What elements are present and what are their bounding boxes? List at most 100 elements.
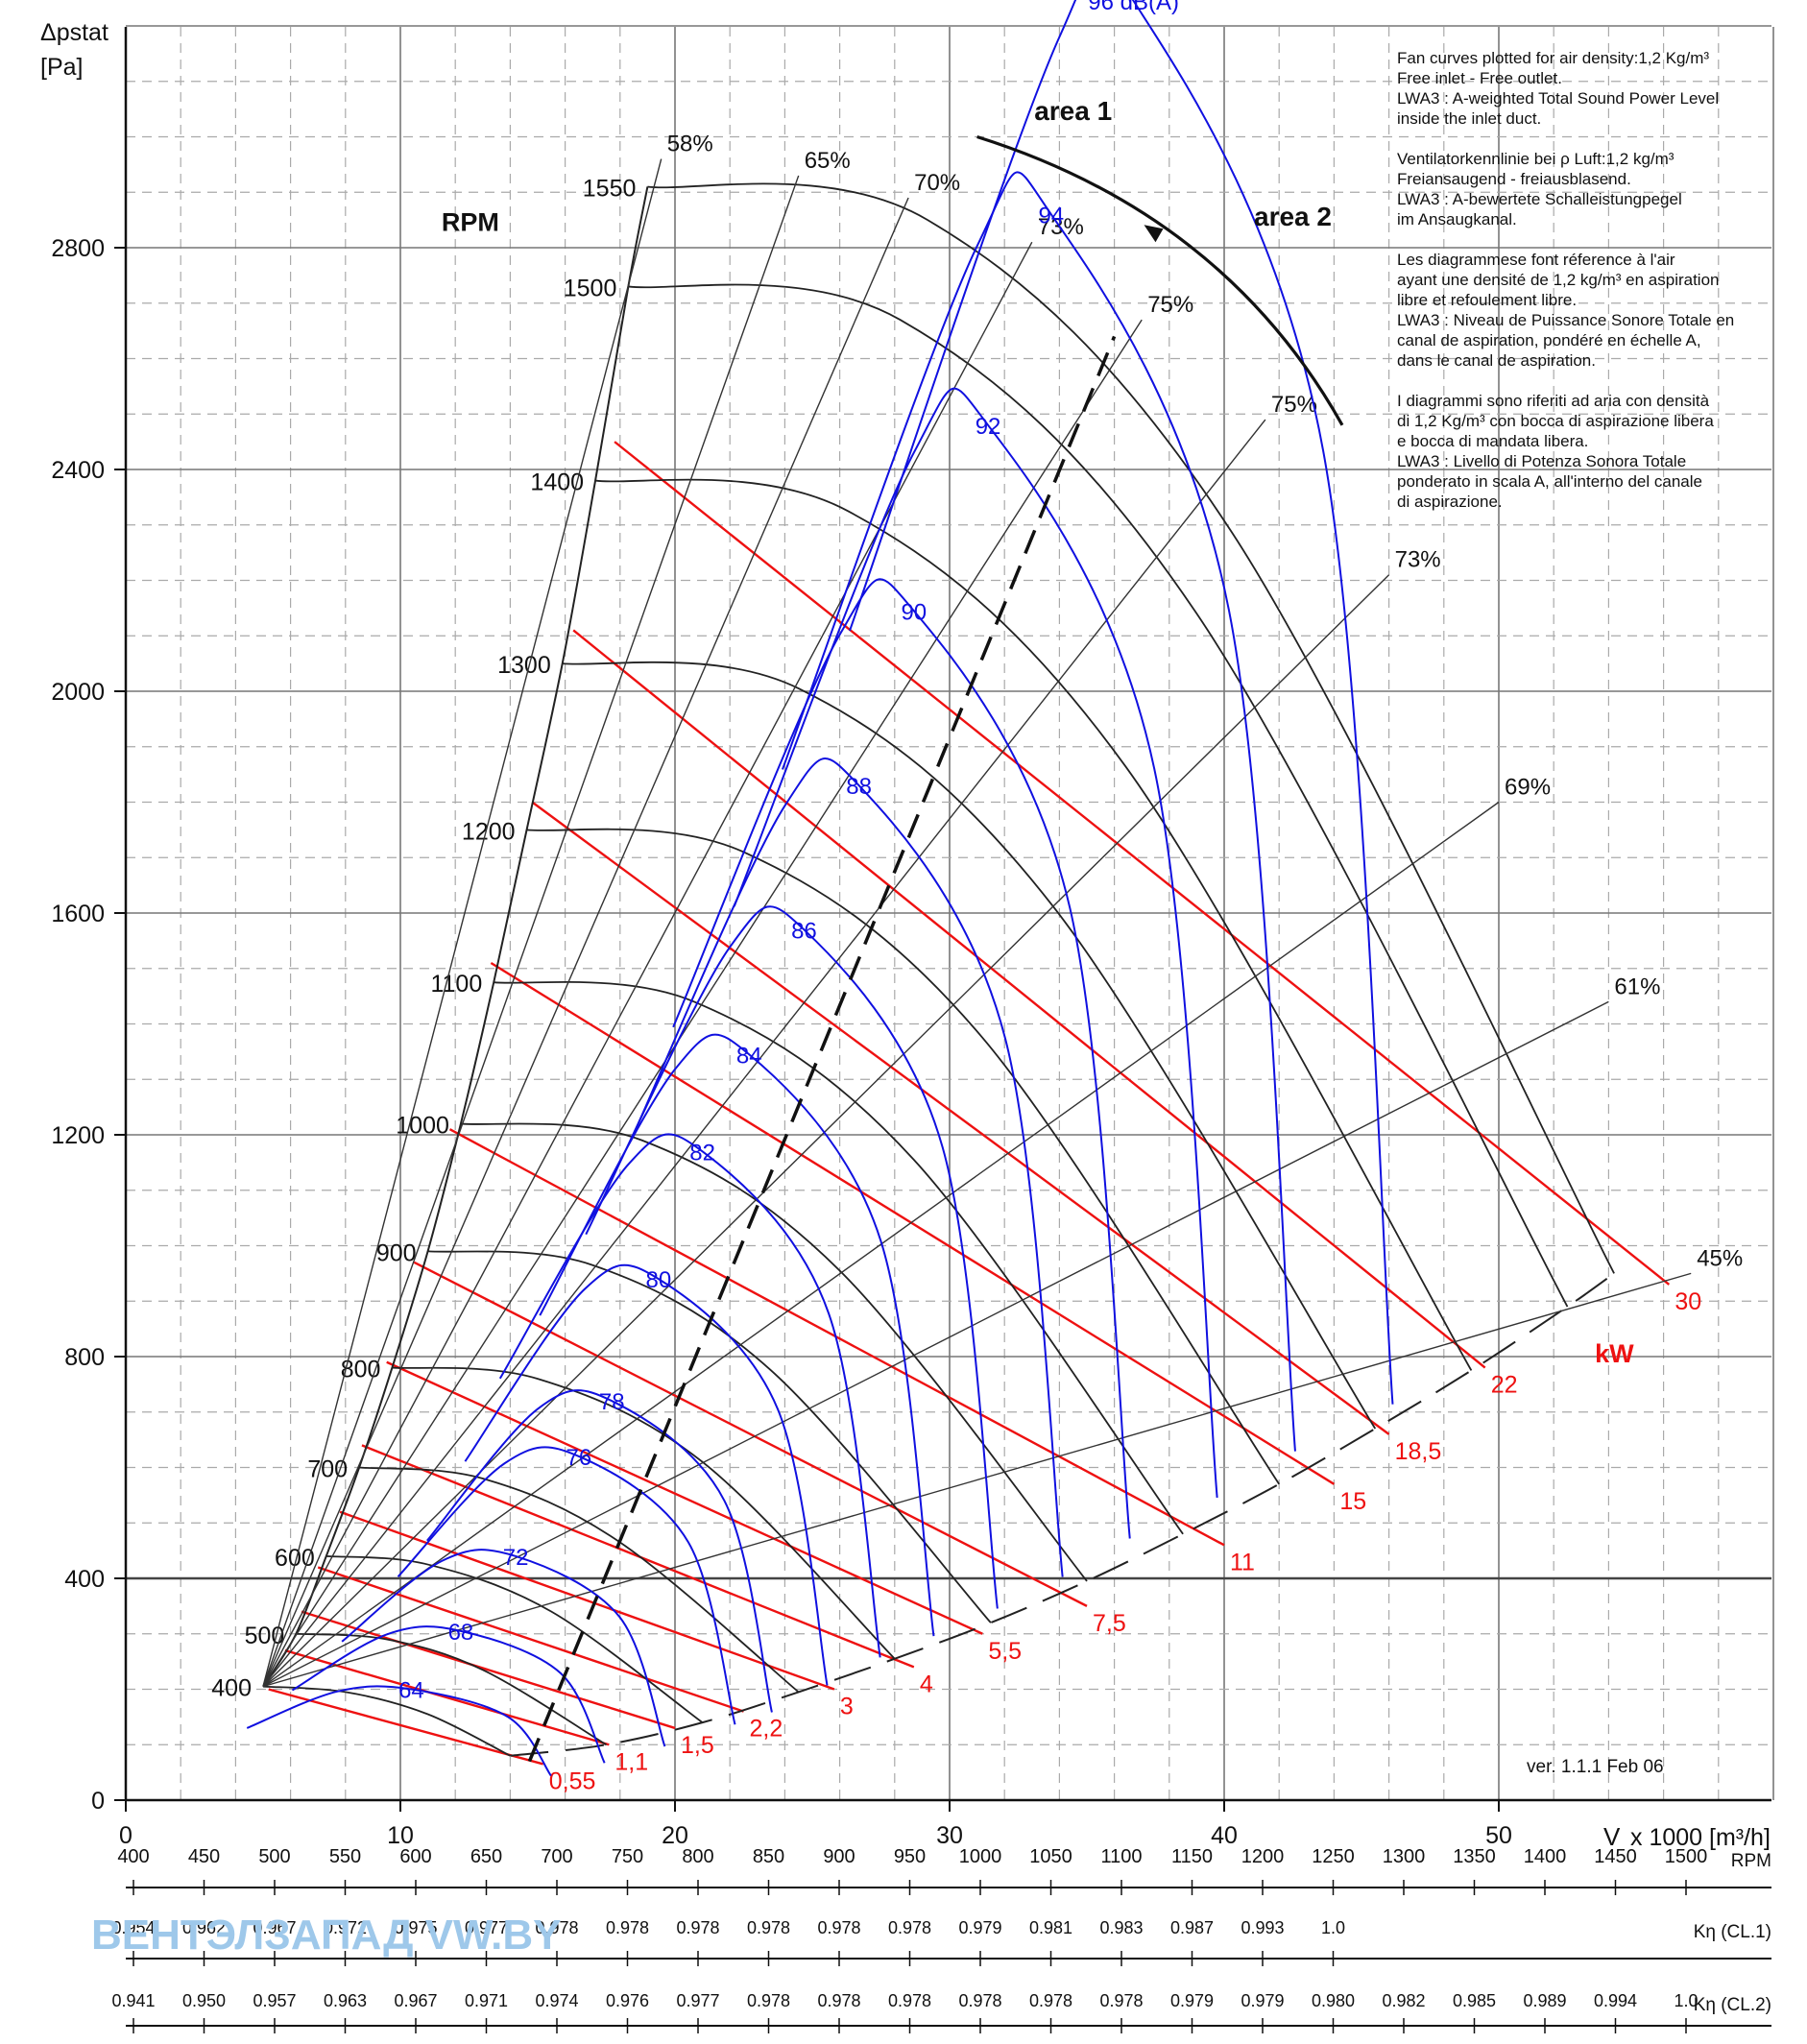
rpm-curve-label: 400 — [211, 1675, 252, 1702]
sound-curve — [849, 0, 1394, 1405]
rpm-scale-value: 600 — [399, 1846, 431, 1867]
k-cl2-scale-value: 0.982 — [1382, 1991, 1425, 2010]
sound-curve — [585, 905, 999, 1609]
k-cl1-scale-value: 0.977 — [465, 1918, 508, 1937]
power-line-label: 3 — [840, 1694, 854, 1720]
k-cl1-scale-value: 0.978 — [817, 1918, 860, 1937]
power-lines — [268, 441, 1671, 1766]
power-line-label: 18,5 — [1395, 1438, 1442, 1465]
rpm-curve — [325, 1555, 704, 1723]
power-line-label: 0,55 — [549, 1767, 596, 1794]
rpm-scale-value: 1400 — [1524, 1846, 1567, 1867]
rpm-scale-value: 1000 — [959, 1846, 1002, 1867]
rpm-curve-label: 1500 — [564, 275, 617, 301]
sound-level-label: 64 — [398, 1678, 424, 1704]
rpm-curve-label: 1400 — [530, 469, 584, 496]
sound-level-label: 88 — [846, 774, 872, 800]
k-cl2-scale-value: 0.979 — [1170, 1991, 1214, 2010]
efficiency-label: 61% — [1614, 974, 1660, 999]
x-axis-title: V — [1603, 1822, 1621, 1851]
power-line-label: 1,5 — [681, 1732, 714, 1759]
power-line — [490, 961, 1336, 1485]
sound-level-label: 72 — [503, 1545, 529, 1571]
rpm-scale-value: 500 — [258, 1846, 290, 1867]
sound-level-label: 90 — [901, 599, 927, 625]
left-boundary — [262, 186, 649, 1688]
k-cl1-scale-value: 0.978 — [606, 1918, 649, 1937]
rpm-scale-value: 800 — [682, 1846, 713, 1867]
sound-level-label: 78 — [599, 1389, 625, 1415]
k-cl2-scale-value: 0.979 — [1241, 1991, 1284, 2010]
sound-curve — [341, 1549, 666, 1747]
sound-level-label: 92 — [976, 414, 1001, 440]
k-cl2-scale-value: 0.985 — [1453, 1991, 1496, 2010]
rpm-scale-value: 900 — [823, 1846, 855, 1867]
y-tick-label: 800 — [64, 1344, 105, 1371]
k-cl2-scale-value: 0.941 — [111, 1991, 155, 2010]
rpm-scale-value: 1050 — [1029, 1846, 1072, 1867]
rpm-scale-value: 950 — [894, 1846, 926, 1867]
y-tick-label: 400 — [64, 1566, 105, 1593]
k-cl1-scale-value: 0.978 — [747, 1918, 790, 1937]
power-line — [614, 441, 1671, 1286]
rpm-scale-value: 850 — [753, 1846, 784, 1867]
efficiency-label: 75% — [1147, 292, 1193, 318]
version-label: ver. 1.1.1 Feb 06 — [1527, 1757, 1664, 1777]
y-tick-label: 2800 — [51, 235, 105, 262]
power-line-label: 1,1 — [614, 1748, 648, 1775]
rpm-scale-value: 750 — [612, 1846, 643, 1867]
k-cl1-scale-value: 0.978 — [676, 1918, 719, 1937]
efficiency-ray — [262, 419, 1266, 1688]
y-tick-label: 2400 — [51, 457, 105, 484]
k-cl1-scale-value: 0.972 — [324, 1918, 367, 1937]
sound-level-label: 68 — [448, 1620, 474, 1646]
power-line — [284, 1648, 610, 1746]
rpm-scale-value: 400 — [117, 1846, 149, 1867]
note-italian: I diagrammi sono riferiti ad aria con de… — [1397, 392, 1714, 511]
y-tick-label: 0 — [91, 1788, 105, 1815]
power-line — [413, 1261, 1088, 1607]
watermark: ВЕНТЭЛЗАПАД VW.BY — [91, 1912, 561, 1959]
power-line-label: 22 — [1491, 1372, 1518, 1399]
rpm-curve — [359, 1466, 800, 1694]
k-cl2-scale-value: 0.971 — [465, 1991, 508, 2010]
power-line — [572, 629, 1486, 1369]
k-cl2-scale-value: 0.978 — [1029, 1991, 1072, 2010]
note-english: Fan curves plotted for air density:1,2 K… — [1397, 49, 1720, 128]
sound-curves — [246, 0, 1394, 1777]
power-line-label: 7,5 — [1093, 1610, 1126, 1637]
area-2-label: area 2 — [1254, 202, 1332, 231]
efficiency-ray — [262, 1000, 1609, 1688]
area-boundary — [976, 134, 1344, 426]
rpm-scale-value: 450 — [188, 1846, 220, 1867]
efficiency-label: 75% — [1271, 392, 1317, 418]
efficiency-label: 65% — [805, 148, 851, 174]
rpm-curve — [562, 661, 1377, 1430]
rpm-scale-value: 1100 — [1100, 1846, 1142, 1867]
rpm-curve-label: 1000 — [396, 1112, 449, 1139]
k-cl1-scale-value: 0.983 — [1099, 1918, 1143, 1937]
rpm-curve-label: 900 — [376, 1239, 417, 1266]
x-tick-label: 10 — [387, 1822, 414, 1849]
note-german: Ventilatorkennlinie bei ρ Luft:1,2 kg/m³… — [1397, 150, 1682, 228]
power-line-label: 4 — [920, 1671, 933, 1697]
sound-level-label: 94 — [1038, 203, 1064, 228]
k-cl2-scale-value: 0.950 — [182, 1991, 226, 2010]
sound-level-label: 96 dB(A) — [1088, 0, 1179, 15]
k-cl2-scale-value: 0.989 — [1523, 1991, 1566, 2010]
y-tick-label: 1600 — [51, 901, 105, 927]
rpm-scale-value: 650 — [470, 1846, 502, 1867]
k-cl1-scale-value: 0.993 — [1241, 1918, 1284, 1937]
rpm-title: RPM — [442, 208, 499, 237]
rpm-curve-label: 1550 — [583, 175, 637, 202]
k-cl2-scale-value: 0.963 — [324, 1991, 367, 2010]
sound-level-label: 76 — [566, 1445, 592, 1471]
efficiency-ray — [262, 175, 800, 1687]
x-tick-label: 20 — [662, 1822, 688, 1849]
sound-level-label: 84 — [736, 1043, 762, 1069]
k-cl1-scale-value: 0.962 — [182, 1918, 226, 1937]
sound-curve — [539, 1033, 935, 1637]
k-cl2-scale-label: Kη (CL.2) — [1694, 1995, 1771, 2015]
rpm-curve — [296, 1632, 607, 1746]
